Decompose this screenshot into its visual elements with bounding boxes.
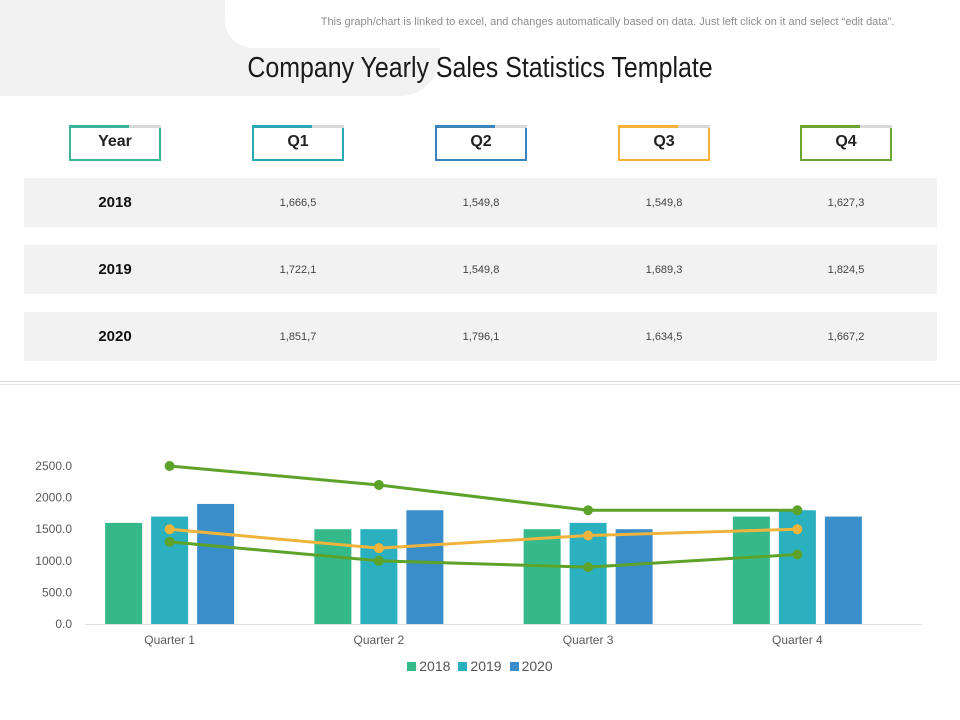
header-q1: Q1	[252, 125, 344, 161]
line-point-3	[583, 562, 594, 573]
y-tick-label: 2500.0	[35, 459, 72, 473]
year-cell: 2018	[98, 194, 132, 211]
line-point-2	[792, 524, 803, 535]
chart-legend: 2018 2019 2020	[0, 658, 960, 674]
legend-swatch	[509, 661, 519, 671]
y-tick-label: 1000.0	[35, 554, 72, 568]
line-point-3	[373, 555, 384, 566]
x-tick-label: Quarter 4	[772, 633, 823, 647]
value-cell: 1,634,5	[645, 330, 683, 343]
header-year: Year	[69, 125, 161, 161]
line-series-3	[169, 540, 798, 569]
legend-item-2019: 2019	[458, 658, 502, 674]
page-title: Company Yearly Sales Statistics Template	[247, 52, 713, 84]
value-cell: 1,851,7	[279, 330, 317, 343]
line-point-2	[373, 543, 384, 554]
line-series-2	[169, 527, 798, 550]
bar-2020-q4	[824, 516, 862, 624]
value-cell: 1,824,5	[827, 263, 865, 276]
value-cell: 1,549,8	[462, 196, 500, 209]
bar-2018-q3	[523, 529, 561, 624]
legend-swatch	[407, 661, 417, 671]
legend-label: 2020	[521, 658, 553, 674]
line-point-2	[164, 524, 175, 535]
bar-2019-q1	[151, 516, 189, 624]
year-cell: 2020	[98, 328, 132, 345]
value-cell: 1,666,5	[279, 196, 317, 209]
background-tab	[225, 0, 960, 48]
sales-chart: 0.0 500.0 1000.0 1500.0 2000.0 2500.0 Quarter …	[35, 459, 922, 647]
bar-2020-q3	[615, 529, 653, 624]
y-tick-label: 2000.0	[35, 491, 72, 505]
table-row-2018: 2018 1,666,5 1,549,8 1,549,8 1,627,3	[24, 178, 937, 227]
y-tick-label: 1500.0	[35, 522, 72, 536]
line-point-1	[792, 505, 803, 516]
divider	[0, 384, 960, 385]
value-cell: 1,549,8	[645, 196, 683, 209]
x-tick-label: Quarter 2	[354, 633, 405, 647]
y-tick-label: 0.0	[55, 617, 72, 631]
value-cell: 1,549,8	[462, 263, 500, 276]
line-point-1	[583, 505, 594, 516]
line-point-3	[792, 549, 803, 560]
legend-label: 2018	[419, 658, 451, 674]
bar-2018-q4	[732, 516, 770, 624]
legend-item-2018: 2018	[407, 658, 450, 674]
y-tick-label: 500.0	[42, 585, 72, 599]
line-series-1	[169, 464, 798, 512]
header-q4: Q4	[800, 125, 892, 161]
divider	[0, 381, 960, 382]
x-tick-label: Quarter 3	[563, 633, 614, 647]
table-row-2020: 2020 1,851,7 1,796,1 1,634,5 1,667,2	[24, 312, 937, 361]
line-point-1	[373, 479, 384, 490]
line-point-1	[164, 461, 175, 471]
table-row-2019: 2019 1,722,1 1,549,8 1,689,3 1,824,5	[24, 245, 937, 294]
legend-label: 2019	[470, 658, 502, 674]
bar-2020-q2	[406, 510, 444, 624]
value-cell: 1,796,1	[462, 330, 500, 343]
bar-2020-q1	[197, 503, 235, 624]
line-point-2	[583, 530, 594, 541]
header-q3: Q3	[618, 125, 710, 161]
value-cell: 1,722,1	[279, 263, 317, 276]
value-cell: 1,627,3	[827, 196, 865, 209]
legend-item-2020: 2020	[509, 658, 553, 674]
line-point-3	[164, 536, 175, 547]
year-cell: 2019	[98, 261, 132, 278]
value-cell: 1,689,3	[645, 263, 683, 276]
legend-swatch	[458, 661, 468, 671]
header-q2: Q2	[435, 125, 527, 161]
edit-note: This graph/chart is linked to excel, and…	[320, 16, 895, 28]
value-cell: 1,667,2	[827, 330, 865, 343]
bar-2018-q1	[105, 522, 143, 624]
x-tick-label: Quarter 1	[144, 633, 195, 647]
